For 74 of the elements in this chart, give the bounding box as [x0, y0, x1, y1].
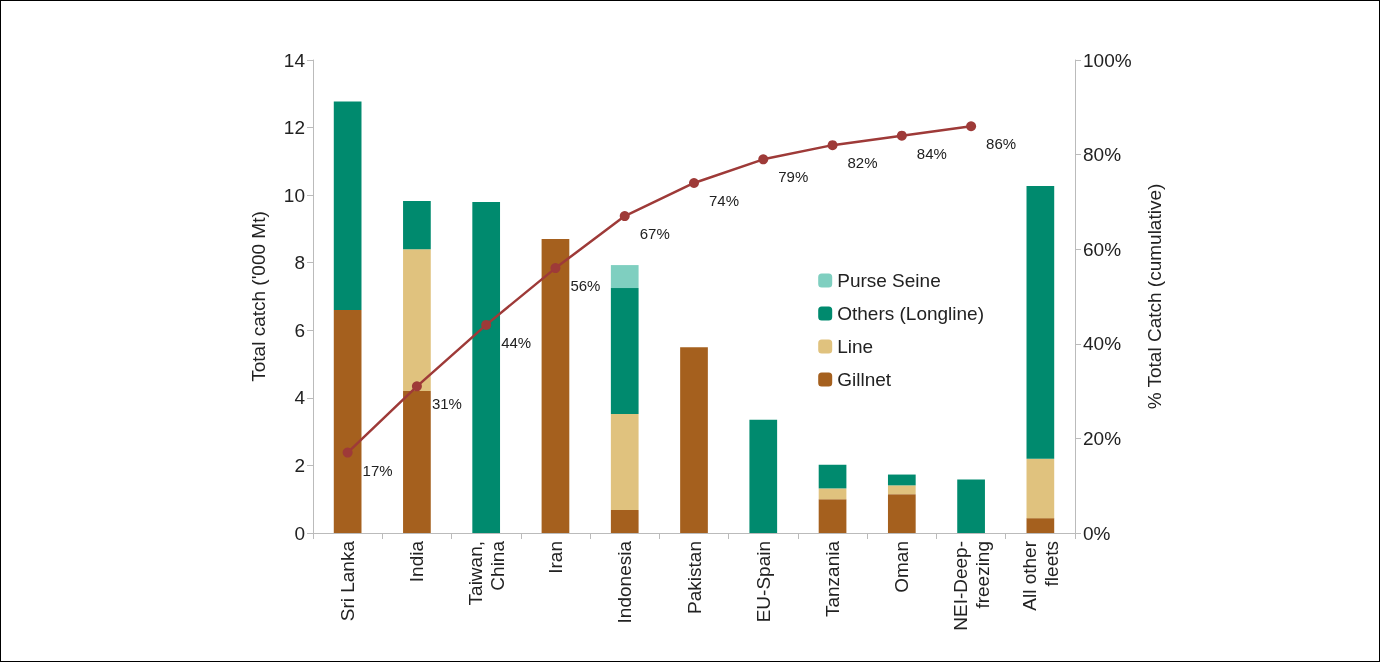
point [966, 121, 977, 132]
data-label: 82% [847, 154, 878, 172]
point [758, 154, 769, 165]
bar [818, 488, 847, 500]
bar [1026, 458, 1055, 519]
y-tick-label: 2 [294, 454, 305, 476]
y-tick-label: 12 [283, 117, 305, 139]
bar [333, 310, 362, 533]
x-tick-label: India [406, 540, 428, 583]
point [896, 130, 907, 141]
y-tick-label: 6 [294, 319, 305, 341]
data-label: 74% [708, 191, 740, 209]
bar [680, 347, 708, 533]
x-tick-label: EU-Spain [752, 541, 774, 623]
bar [887, 485, 916, 495]
bar [610, 510, 639, 533]
data-label: 84% [916, 144, 947, 162]
y2-tick-label: 40% [1083, 333, 1122, 355]
y-tick-label: 0 [294, 522, 305, 544]
y-tick-label: 4 [294, 387, 306, 409]
legend-label: Purse Seine [837, 270, 941, 291]
y2-tick-label: 80% [1083, 144, 1122, 166]
y2-tick-label: 100% [1083, 49, 1132, 71]
x-tick-label: All other fleets [1018, 540, 1062, 611]
bar [541, 239, 570, 533]
data-label: 44% [501, 333, 532, 351]
point [619, 211, 630, 222]
bar [1026, 186, 1055, 459]
legend-label: Others (Longline) [837, 303, 984, 324]
legend-label: Line [837, 336, 874, 357]
bar [610, 265, 639, 289]
y2-tick-label: 60% [1083, 238, 1122, 260]
legend-label: Gillnet [837, 369, 892, 390]
bar [818, 499, 847, 533]
bar [818, 464, 847, 489]
point [411, 381, 422, 392]
point [481, 319, 492, 330]
bar [887, 474, 916, 486]
y-tick-label: 14 [283, 49, 306, 71]
bar [749, 419, 778, 533]
x-tick-label: Oman [891, 541, 913, 593]
bar [1026, 518, 1055, 533]
bar [403, 249, 431, 392]
bar [957, 479, 985, 533]
x-tick-label: Pakistan [683, 541, 705, 614]
x-tick-label: NEI-Deep-freezing [949, 541, 993, 631]
x-tick-label: Sri Lanka [337, 540, 359, 622]
data-label: 17% [362, 461, 393, 479]
bar [887, 494, 916, 533]
bar [403, 391, 431, 533]
x-tick-label: Iran [544, 541, 566, 574]
x-tick-label: Tanzania [822, 540, 844, 618]
data-label: 79% [778, 168, 809, 186]
bar [610, 414, 639, 511]
data-label: 56% [570, 277, 601, 295]
x-tick-label: Indonesia [614, 540, 636, 624]
data-label: 31% [431, 395, 462, 413]
bar [472, 201, 501, 533]
point [342, 447, 353, 458]
point [827, 140, 838, 151]
y2-axis-title: % Total Catch (cumulative) [1144, 183, 1165, 410]
y-tick-label: 10 [283, 184, 305, 206]
y-axis-title: Total catch ('000 Mt) [248, 211, 269, 382]
x-tick-label: Taiwan, China [464, 540, 508, 606]
bar [403, 200, 431, 250]
y2-tick-label: 0% [1083, 522, 1111, 544]
point [689, 177, 699, 188]
y-tick-label: 8 [294, 252, 305, 274]
data-label: 67% [639, 225, 670, 243]
data-label: 86% [986, 135, 1017, 153]
point [550, 263, 561, 274]
bar [333, 101, 362, 311]
bar [610, 288, 639, 415]
y2-tick-label: 20% [1083, 427, 1122, 449]
